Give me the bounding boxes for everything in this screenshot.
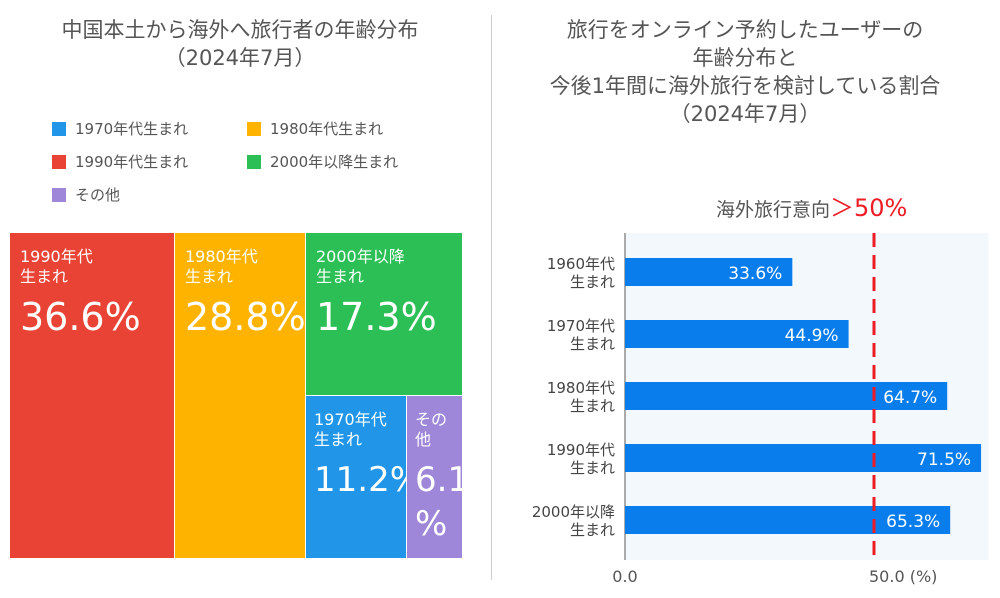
left-title: 中国本土から海外へ旅行者の年齢分布 （2024年7月） <box>0 16 480 72</box>
legend-swatch <box>52 187 66 202</box>
category-label: 生まれ <box>570 521 615 539</box>
right-title: 旅行をオンライン予約したユーザーの 年齢分布と 今後1年間に海外旅行を検討してい… <box>500 16 990 128</box>
bar <box>625 258 793 286</box>
bar <box>625 506 951 534</box>
annotation-value: ＞50% <box>830 194 908 222</box>
legend-label: 1980年代生まれ <box>270 120 384 138</box>
treemap-value: 11.2% <box>314 460 423 500</box>
annotation-label: 海外旅行意向 <box>716 199 831 221</box>
x-tick-label: 0.0 <box>612 567 637 586</box>
legend-item: 1970年代生まれ <box>52 118 188 139</box>
data-label: 44.9% <box>785 326 839 346</box>
treemap-label: 1990年代 生まれ <box>20 247 93 286</box>
legend-swatch <box>52 154 66 169</box>
bar-chart: 33.6%1960年代生まれ44.9%1970年代生まれ64.7%1980年代生… <box>532 233 989 586</box>
data-label: 65.3% <box>886 512 940 532</box>
bar <box>625 320 849 348</box>
divider <box>491 15 492 580</box>
legend-swatch <box>247 121 261 136</box>
category-label: 1970年代 <box>547 317 615 335</box>
data-label: 71.5% <box>917 450 971 470</box>
data-label: 64.7% <box>883 388 937 408</box>
treemap-value: 36.6% <box>20 295 141 339</box>
x-tick-label: 50.0 (%) <box>869 567 937 586</box>
treemap-value: 28.8% <box>185 295 306 339</box>
legend-item: 1980年代生まれ <box>247 118 383 139</box>
right-title-line1: 旅行をオンライン予約したユーザーの <box>566 18 924 42</box>
data-label: 33.6% <box>728 264 782 284</box>
treemap-label: 1980年代 生まれ <box>185 247 258 286</box>
category-label: 生まれ <box>570 335 615 353</box>
legend-item: その他 <box>52 184 120 205</box>
legend-item: 2000年以降生まれ <box>247 151 398 172</box>
legend-swatch <box>52 121 66 136</box>
legend-label: その他 <box>75 186 121 204</box>
treemap-tile: 1970年代 生まれ 11.2% <box>306 396 423 558</box>
treemap-value: 17.3% <box>316 295 437 339</box>
right-title-line3: 今後1年間に海外旅行を検討している割合 <box>549 74 941 98</box>
right-title-line2: 年齢分布と <box>692 46 798 70</box>
treemap-tile: 1980年代 生まれ 28.8% <box>175 233 306 558</box>
treemap-tile: その他 6.1 % <box>407 396 470 558</box>
category-label: 生まれ <box>570 459 615 477</box>
treemap-value: 6.1 % <box>415 460 470 544</box>
treemap-tile: 1990年代 生まれ 36.6% <box>10 233 174 558</box>
right-title-line4: （2024年7月） <box>669 102 821 126</box>
left-title-line1: 中国本土から海外へ旅行者の年齢分布 <box>61 18 419 42</box>
treemap-tile: 2000年以降 生まれ 17.3% <box>306 233 462 395</box>
left-title-line2: （2024年7月） <box>164 46 316 70</box>
annotation: 海外旅行意向＞50% <box>716 188 907 223</box>
category-label: 生まれ <box>570 273 615 291</box>
bar <box>625 382 948 410</box>
category-label: 2000年以降 <box>532 503 615 521</box>
legend-label: 2000年以降生まれ <box>270 153 399 171</box>
legend-swatch <box>247 154 261 169</box>
treemap-label: 1970年代 生まれ <box>314 410 387 449</box>
legend-item: 1990年代生まれ <box>52 151 188 172</box>
category-label: 1980年代 <box>547 379 615 397</box>
category-label: 1960年代 <box>547 255 615 273</box>
category-label: 1990年代 <box>547 441 615 459</box>
bar <box>625 444 982 472</box>
legend-label: 1990年代生まれ <box>75 153 189 171</box>
category-label: 生まれ <box>570 397 615 415</box>
treemap-label: 2000年以降 生まれ <box>316 247 405 286</box>
treemap-label: その他 <box>415 410 448 449</box>
legend-label: 1970年代生まれ <box>75 120 189 138</box>
